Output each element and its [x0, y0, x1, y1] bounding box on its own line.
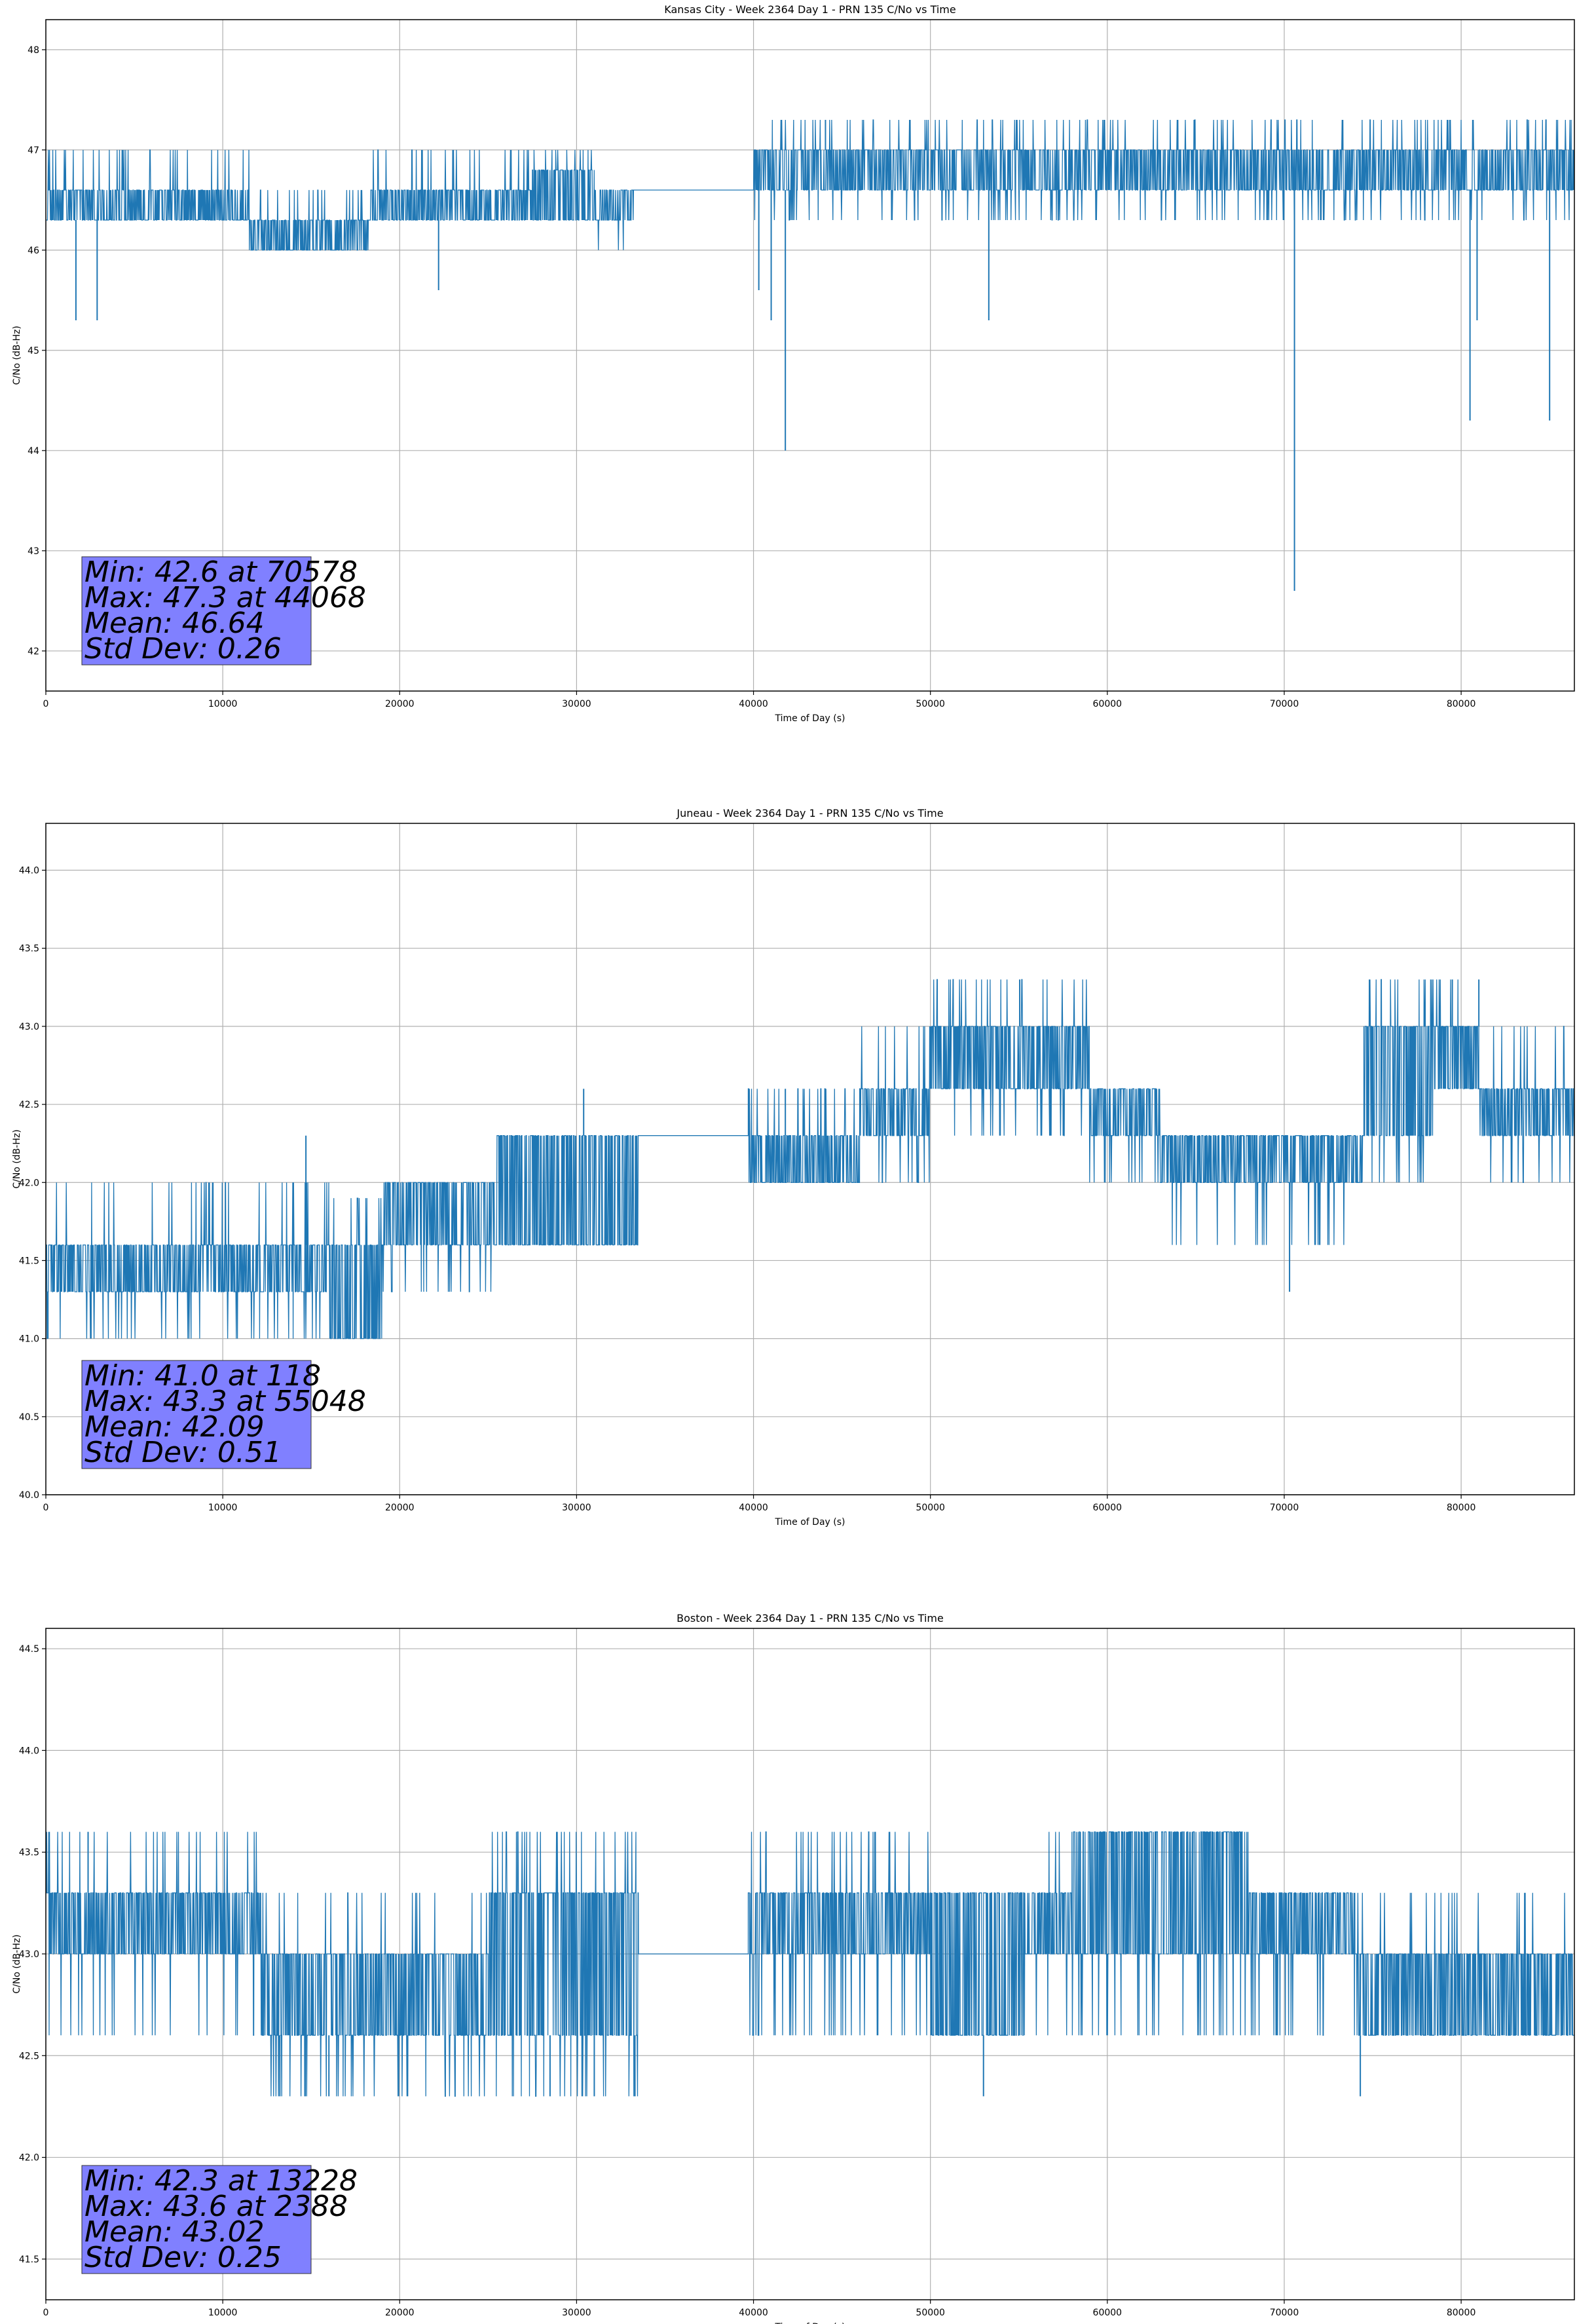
panel-juneau: 0 10000 20000 30000 40000 50000 60000 70000 8000… [12, 807, 1575, 1527]
chart-2-ylabel: C/No (dB-Hz) [12, 1934, 22, 1993]
chart-2-ytick-label-0: 41.5 [19, 2255, 39, 2265]
chart-1-ytick-label-6: 43.0 [19, 1022, 39, 1032]
chart-0-ytick-label-0: 42 [28, 647, 39, 657]
chart-2-xtick-label-5: 50000 [916, 2308, 945, 2318]
chart-2-xtick-label-8: 80000 [1447, 2308, 1476, 2318]
chart-0-xlabel: Time of Day (s) [775, 713, 845, 724]
chart-2-xlabel: Time of Day (s) [775, 2322, 845, 2324]
chart-0-stats-line-0: Min: 42.6 at 70578 [84, 555, 358, 589]
chart-2-xtick-label-1: 10000 [208, 2308, 238, 2318]
chart-1-xtick-label-3: 30000 [562, 1503, 591, 1513]
chart-0-xtick-label-8: 80000 [1447, 699, 1476, 709]
chart-1-xlabel: Time of Day (s) [775, 1517, 845, 1527]
chart-0-ylabel: C/No (dB-Hz) [12, 326, 22, 384]
chart-2-stats-line-3: Std Dev: 0.25 [84, 2241, 282, 2274]
chart-1-xtick-label-0: 0 [43, 1503, 49, 1513]
chart-2-ytick-label-2: 42.5 [19, 2051, 39, 2061]
chart-1-ytick-label-4: 42.0 [19, 1178, 39, 1188]
chart-2-xtick-label-7: 70000 [1270, 2308, 1299, 2318]
chart-0-xtick-label-5: 50000 [916, 699, 945, 709]
chart-2-stats-line-1: Max: 43.6 at 2388 [84, 2190, 348, 2223]
chart-2-xtick-label-0: 0 [43, 2308, 49, 2318]
chart-1-stats-line-0: Min: 41.0 at 118 [84, 1359, 321, 1393]
chart-1-xtick-label-5: 50000 [916, 1503, 945, 1513]
chart-2-xtick-label-3: 30000 [562, 2308, 591, 2318]
chart-0-ytick-label-5: 47 [28, 145, 39, 156]
chart-2-stats-box [81, 2165, 312, 2274]
chart-0-xtick-label-1: 10000 [208, 699, 238, 709]
chart-0-xtick-label-7: 70000 [1270, 699, 1299, 709]
chart-2-stats-line-2: Mean: 43.02 [84, 2215, 265, 2249]
chart-1-ytick-label-7: 43.5 [19, 944, 39, 954]
chart-0-ytick-label-1: 43 [28, 546, 39, 557]
chart-0-ytick-label-4: 46 [28, 246, 39, 256]
chart-0-title: Kansas City - Week 2364 Day 1 - PRN 135 … [664, 3, 955, 16]
chart-2-ytick-label-6: 44.5 [19, 1644, 39, 1655]
chart-1-ytick-label-8: 44.0 [19, 866, 39, 876]
chart-1-ytick-label-2: 41.0 [19, 1334, 39, 1345]
panel-kansas-city: 0 10000 20000 30000 40000 50000 60000 70000 8000… [12, 3, 1575, 724]
chart-1-ytick-label-0: 40.0 [19, 1490, 39, 1501]
chart-1-stats-line-1: Max: 43.3 at 55048 [84, 1385, 366, 1418]
chart-1-ytick-label-5: 42.5 [19, 1100, 39, 1110]
chart-1-stats-line-2: Mean: 42.09 [84, 1410, 265, 1444]
chart-0-ytick-label-2: 44 [28, 446, 39, 457]
chart-2-series-line [45, 1831, 1574, 2097]
chart-2-ytick-label-1: 42.0 [19, 2153, 39, 2164]
chart-1-xtick-label-1: 10000 [208, 1503, 238, 1513]
chart-1-stats-line-3: Std Dev: 0.51 [84, 1436, 282, 1469]
chart-1-ylabel: C/No (dB-Hz) [12, 1129, 22, 1188]
chart-1-xtick-label-6: 60000 [1093, 1503, 1122, 1513]
chart-1-stats-box [81, 1360, 312, 1469]
chart-0-stats-line-3: Std Dev: 0.26 [84, 632, 282, 665]
chart-1-ytick-label-3: 41.5 [19, 1256, 39, 1266]
chart-0-frame [45, 19, 1575, 692]
chart-1-series-line [45, 979, 1574, 1340]
chart-1-frame [45, 823, 1575, 1495]
chart-0-xtick-label-3: 30000 [562, 699, 591, 709]
chart-1-xtick-label-8: 80000 [1447, 1503, 1476, 1513]
chart-0-ytick-label-3: 45 [28, 346, 39, 356]
chart-1-xtick-label-4: 40000 [739, 1503, 768, 1513]
chart-0-series-line [46, 119, 1575, 251]
chart-0-stats-line-1: Max: 47.3 at 44068 [84, 581, 366, 614]
chart-1-title: Juneau - Week 2364 Day 1 - PRN 135 C/No … [676, 807, 943, 819]
chart-1-ytick-label-1: 40.5 [19, 1412, 39, 1423]
chart-2-ytick-label-4: 43.5 [19, 1848, 39, 1858]
chart-2-xtick-label-2: 20000 [385, 2308, 415, 2318]
chart-1-xtick-label-2: 20000 [385, 1503, 415, 1513]
chart-0-ytick-label-6: 48 [28, 45, 39, 56]
chart-0-xtick-label-2: 20000 [385, 699, 415, 709]
chart-1-xtick-label-7: 70000 [1270, 1503, 1299, 1513]
panel-boston: 0 10000 20000 30000 40000 50000 60000 70000 8000… [12, 1612, 1575, 2324]
chart-0-xtick-label-6: 60000 [1093, 699, 1122, 709]
chart-2-xtick-label-4: 40000 [739, 2308, 768, 2318]
chart-2-frame [45, 1628, 1575, 2300]
chart-2-ytick-label-5: 44.0 [19, 1746, 39, 1756]
chart-2-stats-line-0: Min: 42.3 at 13228 [84, 2164, 358, 2198]
chart-0-xtick-label-0: 0 [43, 699, 49, 709]
chart-0-xtick-label-4: 40000 [739, 699, 768, 709]
chart-2-xtick-label-6: 60000 [1093, 2308, 1122, 2318]
chart-2-title: Boston - Week 2364 Day 1 - PRN 135 C/No … [677, 1612, 944, 1624]
chart-2-ytick-label-3: 43.0 [19, 1949, 39, 1960]
chart-0-stats-line-2: Mean: 46.64 [84, 607, 265, 640]
chart-0-stats-box [81, 556, 312, 665]
